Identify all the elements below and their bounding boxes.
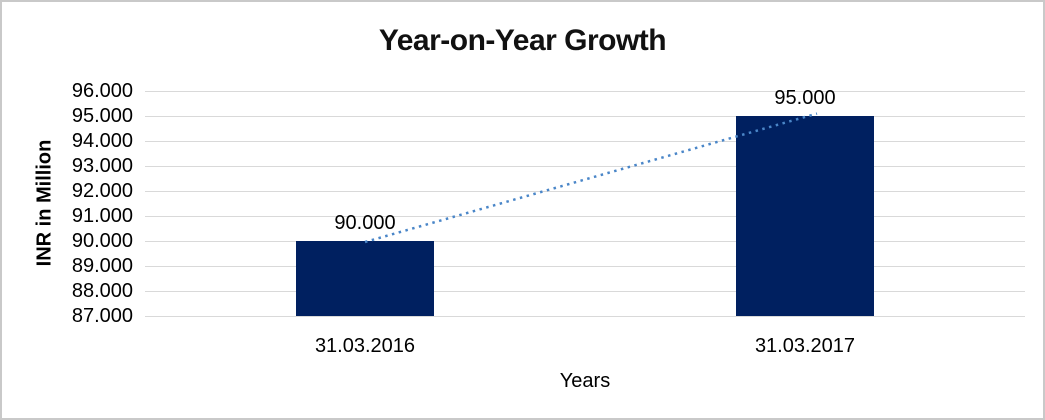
data-label: 95.000 bbox=[774, 87, 836, 109]
plot-area: 90.000 31.03.2016 95.000 31.03.2017 bbox=[145, 87, 1025, 356]
y-axis-tick-label: 91.000 bbox=[71, 205, 133, 227]
trendline bbox=[364, 112, 818, 244]
gridline bbox=[145, 266, 1025, 267]
gridline bbox=[145, 116, 1025, 117]
y-axis-tick-label: 87.000 bbox=[71, 305, 133, 327]
y-axis-tick-label: 88.000 bbox=[71, 280, 133, 302]
gridline bbox=[145, 241, 1025, 242]
y-axis-tick-label: 89.000 bbox=[71, 255, 133, 277]
bar-31.03.2017 bbox=[736, 116, 874, 316]
x-axis-line bbox=[145, 316, 1025, 317]
y-axis-tick-label: 93.000 bbox=[71, 155, 133, 177]
y-axis-tick-label: 92.000 bbox=[71, 180, 133, 202]
x-axis-title: Years bbox=[559, 370, 611, 392]
data-label: 90.000 bbox=[334, 212, 396, 234]
gridline bbox=[145, 191, 1025, 192]
gridline bbox=[145, 91, 1025, 92]
y-axis-tick-label: 95.000 bbox=[71, 105, 133, 127]
y-axis-tick-label: 94.000 bbox=[71, 130, 133, 152]
gridline bbox=[145, 216, 1025, 217]
x-axis-tick-label: 31.03.2017 bbox=[754, 335, 856, 357]
gridline bbox=[145, 141, 1025, 142]
y-axis-tick-label: 90.000 bbox=[71, 230, 133, 252]
y-axis-tick-label: 96.000 bbox=[71, 80, 133, 102]
gridline bbox=[145, 166, 1025, 167]
x-axis-tick-label: 31.03.2016 bbox=[314, 335, 416, 357]
bar-31.03.2016 bbox=[296, 241, 434, 316]
chart-title: Year-on-Year Growth bbox=[378, 24, 667, 57]
gridline bbox=[145, 291, 1025, 292]
